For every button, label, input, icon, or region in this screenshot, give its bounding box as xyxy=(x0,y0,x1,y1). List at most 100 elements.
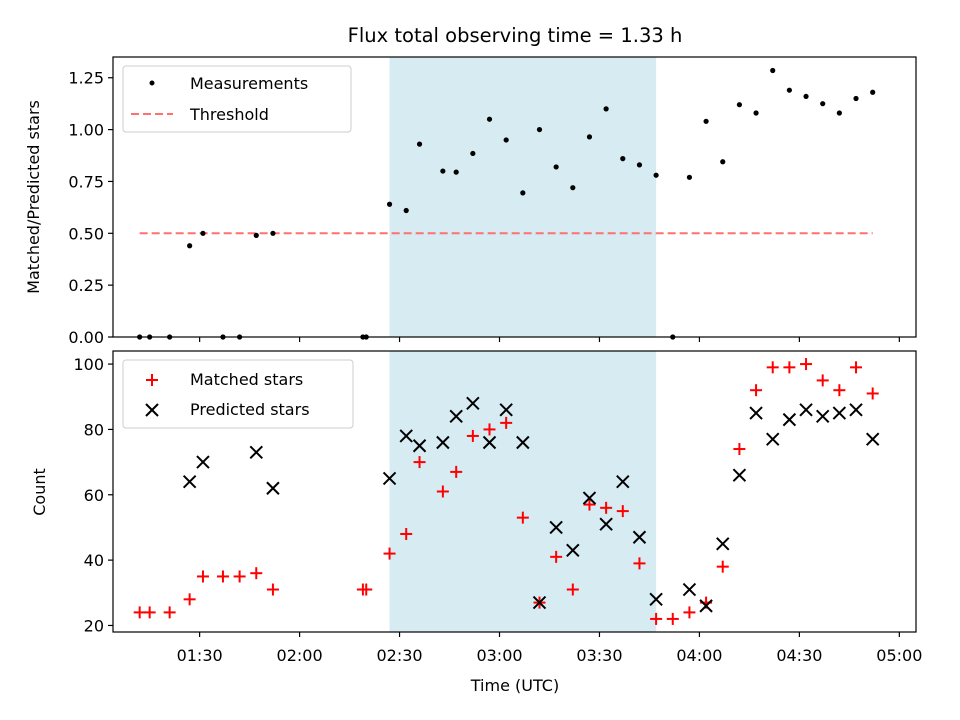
matched-star-point xyxy=(666,612,679,625)
matched-star-point xyxy=(750,384,763,397)
y-tick-label: 0.75 xyxy=(68,172,104,191)
predicted-star-point xyxy=(399,429,413,443)
chart-title: Flux total observing time = 1.33 h xyxy=(348,24,683,47)
matched-star-point xyxy=(500,416,513,429)
predicted-x-b xyxy=(749,406,763,420)
predicted-x-b xyxy=(699,599,713,613)
predicted-x-b xyxy=(516,435,530,450)
measurement-point xyxy=(470,150,476,157)
predicted-x-b xyxy=(682,582,697,597)
matched-star-point xyxy=(163,606,176,619)
legend-threshold-label: Threshold xyxy=(189,105,269,124)
predicted-star-point xyxy=(682,582,697,597)
measurement-point xyxy=(653,172,659,178)
predicted-x-b xyxy=(532,595,547,610)
matched-star-point xyxy=(633,557,646,570)
matched-star-point xyxy=(216,570,229,583)
matched-star-point xyxy=(266,583,279,596)
measurement-point xyxy=(570,185,576,191)
predicted-star-point xyxy=(849,403,863,417)
matched-star-point xyxy=(683,606,696,619)
matched-star-point xyxy=(483,423,496,436)
predicted-star-point xyxy=(249,445,263,459)
predicted-star-point xyxy=(832,406,847,420)
predicted-x-b xyxy=(412,439,427,453)
predicted-star-point xyxy=(582,491,597,505)
predicted-x-b xyxy=(566,543,580,558)
measurement-point xyxy=(736,102,743,108)
matched-star-point xyxy=(583,498,596,511)
bottom-legend: Matched stars Predicted stars xyxy=(122,359,354,429)
matched-star-point xyxy=(816,374,829,387)
measurement-point xyxy=(253,232,259,238)
predicted-star-point xyxy=(516,435,530,450)
matched-star-point xyxy=(566,583,579,596)
matched-star-point xyxy=(196,570,209,583)
matched-star-point xyxy=(850,361,863,374)
top-y-axis-title: Matched/Predicted stars xyxy=(24,100,43,294)
measurement-point xyxy=(603,106,609,112)
measurement-point xyxy=(586,134,593,140)
predicted-x-b xyxy=(782,412,797,427)
top-panel: 0.00 0.25 0.50 0.75 1.00 1.25 Matched/Predict… xyxy=(24,56,917,347)
predicted-star-point xyxy=(412,439,427,453)
matched-star-point xyxy=(436,485,449,498)
predicted-x-b xyxy=(549,520,563,535)
measurement-point xyxy=(636,162,643,168)
predicted-star-point xyxy=(649,592,663,607)
predicted-star-point xyxy=(382,471,397,486)
bottom-legend-box xyxy=(122,359,354,429)
predicted-star-point xyxy=(532,595,547,610)
matched-star-point xyxy=(383,547,396,560)
predicted-x-b xyxy=(266,481,280,495)
predicted-x-b xyxy=(832,406,847,420)
x-tick-label: 05:00 xyxy=(876,646,922,665)
measurement-point xyxy=(820,101,826,107)
bottom-shaded-span xyxy=(389,351,657,632)
measurement-point xyxy=(416,141,423,147)
x-tick-label: 03:30 xyxy=(576,646,622,665)
x-tick-label: 03:00 xyxy=(476,646,522,665)
x-tick-label: 01:30 xyxy=(177,646,223,665)
predicted-star-point xyxy=(865,432,880,446)
measurement-point xyxy=(403,207,409,214)
measurement-point xyxy=(453,169,459,175)
bottom-y-ticks: 20 40 60 80 100 xyxy=(73,355,113,635)
predicted-x-b xyxy=(499,403,513,417)
top-legend-box xyxy=(122,65,352,133)
predicted-star-point xyxy=(182,474,197,489)
bottom-y-axis-title: Count xyxy=(30,468,49,516)
matched-star-point xyxy=(183,593,196,606)
predicted-x-b xyxy=(436,435,450,450)
matched-star-point xyxy=(650,612,663,625)
predicted-star-point xyxy=(449,409,463,424)
predicted-star-point xyxy=(466,396,480,410)
matched-star-point xyxy=(866,387,879,400)
top-shaded-span xyxy=(389,57,657,337)
y-tick-label: 100 xyxy=(73,355,104,374)
predicted-star-point xyxy=(749,406,763,420)
measurement-point xyxy=(270,230,276,236)
matched-star-point xyxy=(413,456,426,469)
predicted-x-b xyxy=(482,435,497,450)
predicted-star-point xyxy=(266,481,280,495)
measurement-point xyxy=(440,168,446,174)
matched-star-point xyxy=(616,505,629,518)
predicted-x-b xyxy=(182,474,197,489)
legend-measurements-marker xyxy=(149,80,155,86)
predicted-x-b xyxy=(649,592,663,607)
predicted-x-b xyxy=(815,409,830,424)
y-tick-label: 60 xyxy=(84,486,104,505)
matched-star-point xyxy=(716,560,729,573)
predicted-star-point xyxy=(716,537,730,551)
count-points xyxy=(133,358,880,625)
predicted-star-point xyxy=(632,530,647,544)
predicted-x-b xyxy=(599,517,613,531)
predicted-x-b xyxy=(382,471,397,486)
measurement-point xyxy=(853,95,859,102)
measurement-point xyxy=(386,201,393,207)
predicted-x-b xyxy=(849,403,863,417)
matched-star-point xyxy=(250,567,263,580)
predicted-star-point xyxy=(616,474,630,489)
measurement-point xyxy=(187,243,193,249)
